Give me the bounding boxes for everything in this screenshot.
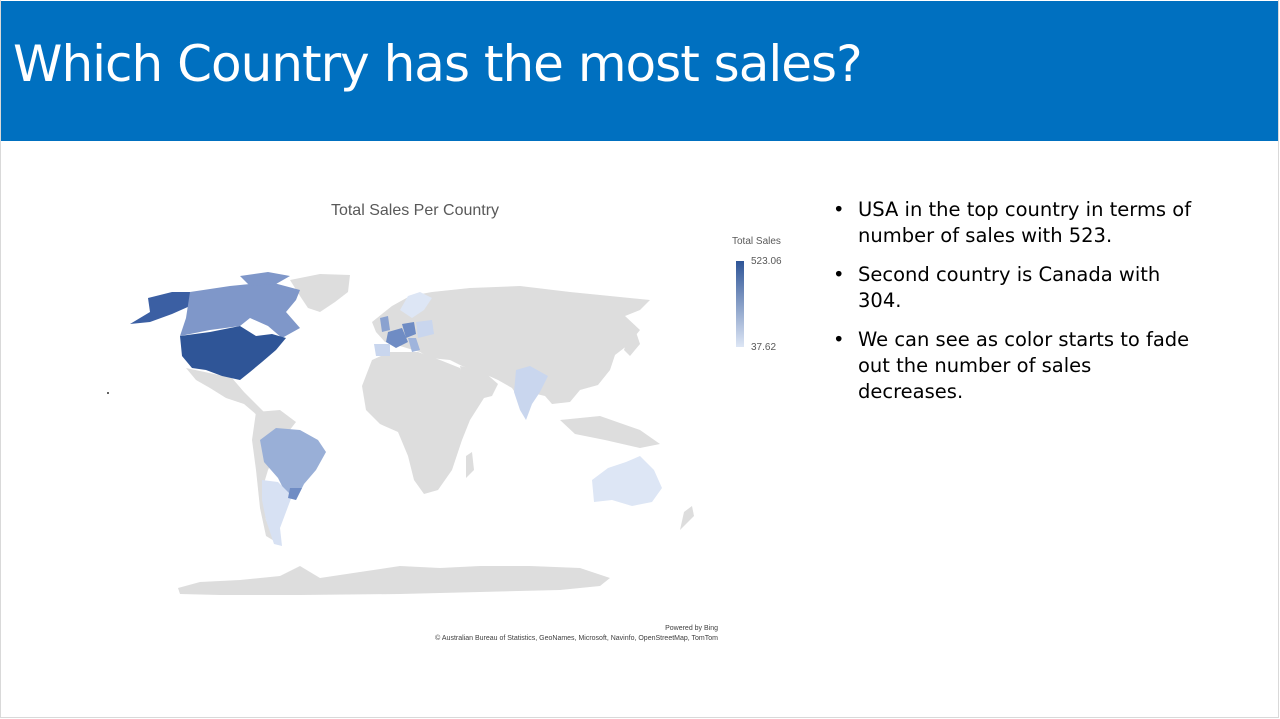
- legend-title: Total Sales: [732, 236, 781, 247]
- uk: [380, 316, 390, 332]
- bullet-dot-icon: •: [833, 328, 845, 351]
- new-zealand: [680, 506, 694, 530]
- powered-by-bing: Powered by Bing: [665, 625, 718, 632]
- greenland: [290, 274, 350, 312]
- france: [386, 328, 408, 348]
- bullet-dot-icon: •: [833, 263, 845, 286]
- germany: [402, 322, 416, 338]
- italy: [408, 338, 420, 352]
- usa: [180, 326, 286, 380]
- australia: [592, 456, 662, 506]
- southeast-asia-islands: [560, 416, 660, 448]
- japan: [624, 332, 640, 356]
- bullet-text: Second country is Canada with 304.: [858, 263, 1161, 312]
- bullet-item: • We can see as color starts to fade out …: [833, 327, 1193, 405]
- bullet-item: • Second country is Canada with 304.: [833, 262, 1193, 314]
- uruguay: [288, 488, 302, 500]
- brazil: [260, 428, 326, 500]
- india: [514, 366, 548, 420]
- eurasia: [372, 286, 650, 404]
- map-attribution: © Australian Bureau of Statistics, GeoNa…: [435, 635, 718, 642]
- map-title: Total Sales Per Country: [330, 202, 500, 219]
- eastern-europe: [416, 320, 434, 338]
- spain: [374, 344, 390, 356]
- bullet-dot-icon: •: [833, 198, 845, 221]
- legend-max-label: 523.06: [751, 256, 782, 267]
- africa: [362, 352, 484, 494]
- mexico-central-america: [186, 368, 266, 416]
- bullet-text: USA in the top country in terms of numbe…: [858, 198, 1192, 247]
- alaska: [130, 292, 198, 324]
- canada-arctic-islands: [240, 272, 290, 286]
- canada: [180, 282, 300, 338]
- hawaii-dot: [107, 392, 109, 394]
- bullet-list: • USA in the top country in terms of numb…: [833, 197, 1193, 418]
- map-credits: Powered by Bing © Australian Bureau of S…: [435, 624, 718, 644]
- legend-color-scale: [736, 261, 744, 347]
- argentina: [262, 480, 292, 546]
- scandinavia: [400, 292, 432, 318]
- madagascar: [466, 452, 474, 478]
- antarctica: [178, 566, 610, 595]
- slide-title: Which Country has the most sales?: [13, 35, 863, 93]
- bullet-item: • USA in the top country in terms of numb…: [833, 197, 1193, 249]
- legend-min-label: 37.62: [751, 342, 777, 353]
- title-banner: Which Country has the most sales?: [1, 1, 1279, 141]
- bullet-text: We can see as color starts to fade out t…: [858, 328, 1190, 403]
